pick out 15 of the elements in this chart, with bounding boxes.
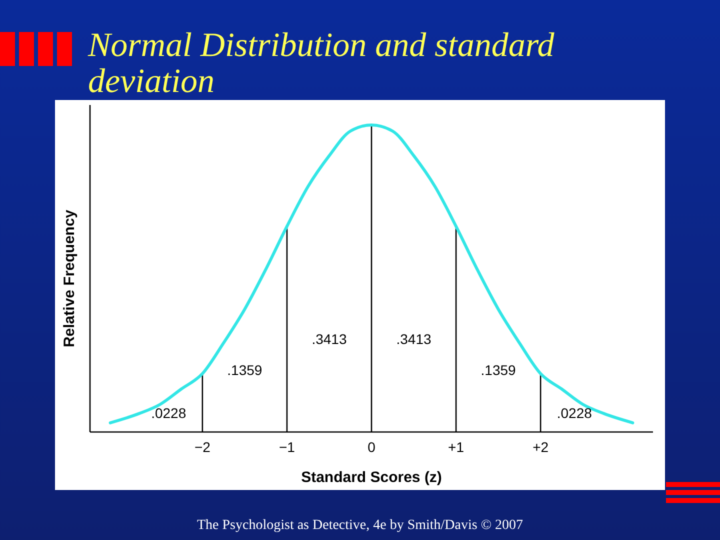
x-tick-label: 0 bbox=[368, 439, 376, 455]
annotation: .1359 bbox=[480, 362, 516, 378]
annotation: .0228 bbox=[556, 405, 592, 421]
annotation: .0228 bbox=[151, 405, 186, 421]
x-tick-label: −2 bbox=[194, 439, 211, 455]
x-tick-label: +1 bbox=[448, 439, 464, 455]
chart-title: Normal Distribution and standard deviation bbox=[87, 27, 556, 100]
x-tick-label: +2 bbox=[532, 439, 549, 455]
x-tick-label: −1 bbox=[278, 439, 296, 455]
annotation: .3413 bbox=[396, 331, 432, 347]
x-axis-title: Standard Scores (z) bbox=[301, 469, 442, 486]
annotation: .1359 bbox=[227, 362, 262, 378]
annotation: .3413 bbox=[312, 331, 347, 347]
y-axis-title: Relative Frequency bbox=[61, 209, 78, 348]
text: The Psychologist as Detective, 4e by Smith/Davis © 2007 bbox=[197, 518, 523, 533]
